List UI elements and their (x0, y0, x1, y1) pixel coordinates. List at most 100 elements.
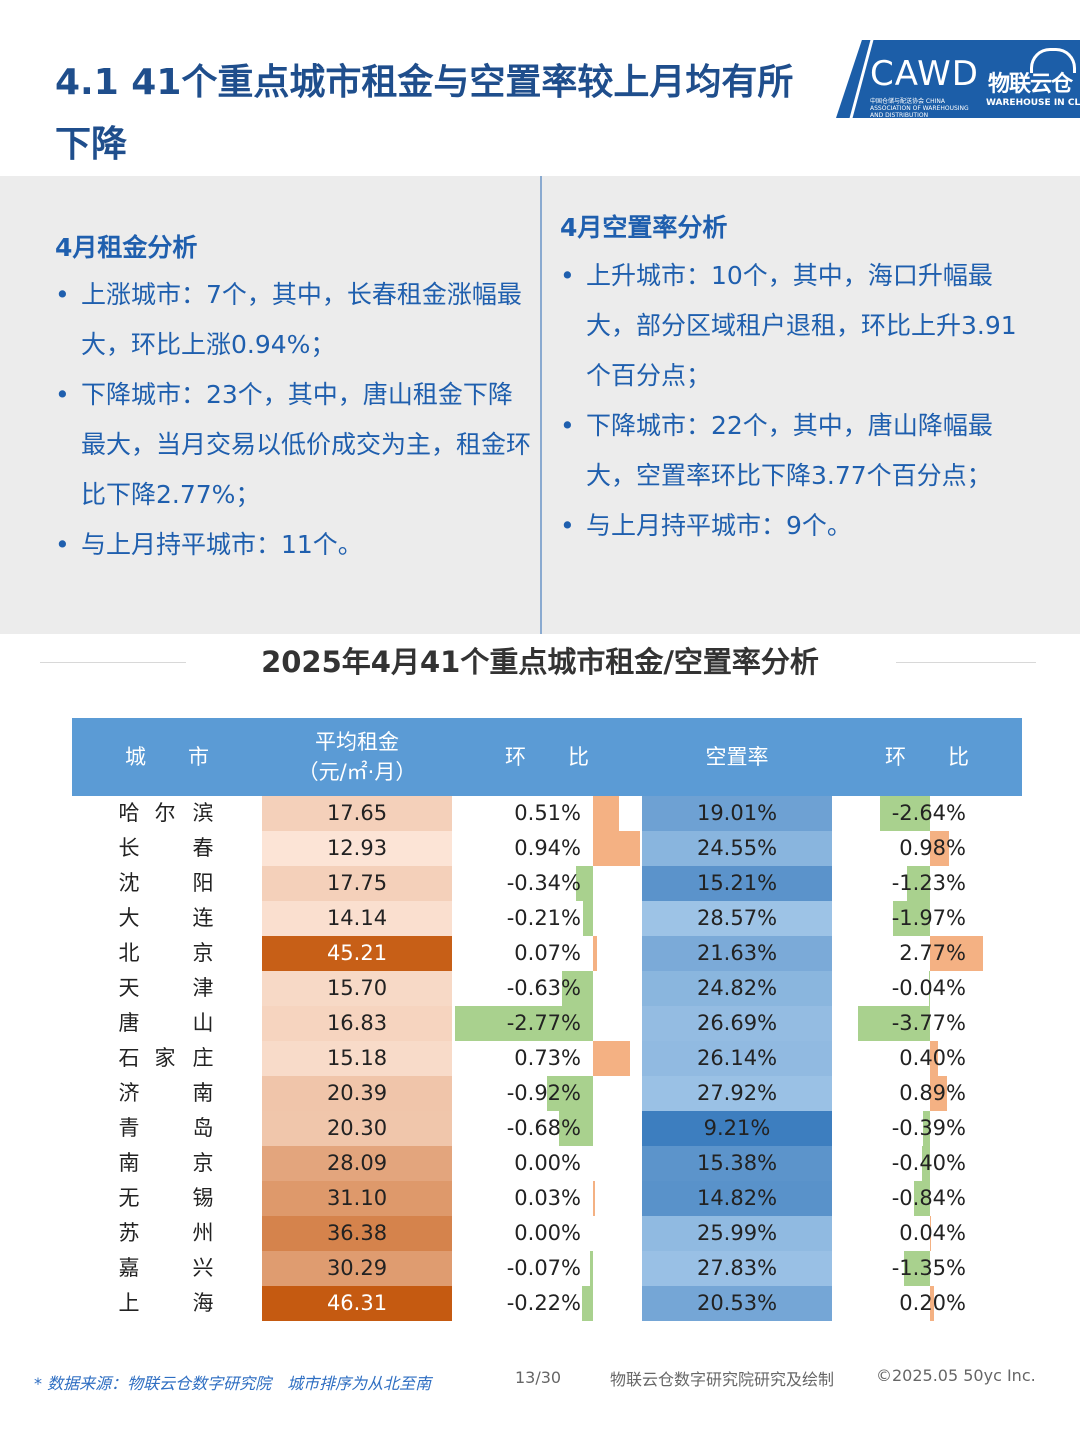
rent-cell: 28.09 (262, 1146, 452, 1181)
rent-change-value: -0.07% (506, 1256, 581, 1280)
vacancy-cell: 15.21% (642, 866, 832, 901)
city-char: 南 (192, 1081, 214, 1105)
rent-cell: 14.14 (262, 901, 452, 936)
rent-change-bar (582, 1286, 593, 1321)
table-row: 天 津 15.70 -0.63% 24.82% -0.04% (0, 971, 1080, 1006)
credit-note: 物联云仓数字研究院研究及绘制 (610, 1370, 835, 1389)
city-char: 津 (192, 976, 214, 1000)
vacancy-cell: 24.55% (642, 831, 832, 866)
rent-change-bar (559, 1111, 593, 1146)
city-char (153, 1006, 177, 1041)
city-char: 北 (118, 941, 140, 965)
vacancy-change-bar (930, 831, 949, 866)
vacancy-change-bar (906, 866, 930, 901)
city-char (153, 1111, 177, 1146)
vacancy-change-value: -0.84% (891, 1186, 966, 1210)
vacancy-bullet-fall: 下降城市：22个，其中，唐山降幅最大，空置率环比下降3.77个百分点； (560, 401, 1040, 501)
vacancy-change-value: 0.40% (899, 1046, 966, 1070)
city-char: 沈 (118, 871, 140, 895)
table-row: 北 京 45.21 0.07% 21.63% 2.77% (0, 936, 1080, 971)
rent-cell: 16.83 (262, 1006, 452, 1041)
rent-cell: 20.30 (262, 1111, 452, 1146)
city-char: 上 (118, 1291, 140, 1315)
city-char: 京 (192, 941, 214, 965)
table-row: 无 锡 31.10 0.03% 14.82% -0.84% (0, 1181, 1080, 1216)
rent-change-value: -2.77% (506, 1011, 581, 1035)
rent-change-bar (582, 901, 593, 936)
vacancy-bullet-rise: 上升城市：10个，其中，海口升幅最大，部分区域租户退租，环比上升3.91个百分点… (560, 251, 1040, 401)
vacancy-cell: 15.38% (642, 1146, 832, 1181)
vacancy-change-value: -3.77% (891, 1011, 966, 1035)
rent-change-value: 0.51% (514, 801, 581, 825)
copyright-note: ©2025.05 50yc Inc. (876, 1366, 1036, 1385)
vacancy-change-value: -0.04% (891, 976, 966, 1000)
rent-change-bar (547, 1076, 593, 1111)
city-char: 海 (192, 1291, 214, 1315)
rent-change-bar (593, 831, 640, 866)
rent-change-value: 0.07% (514, 941, 581, 965)
city-char: 石 (118, 1046, 140, 1070)
vacancy-cell: 19.01% (642, 796, 832, 831)
table-title: 2025年4月41个重点城市租金/空置率分析 (261, 645, 819, 679)
header-vacancy: 空置率 (705, 745, 769, 769)
rent-change-bar (593, 796, 619, 831)
table-row: 沈 阳 17.75 -0.34% 15.21% -1.23% (0, 866, 1080, 901)
city-char: 唐 (118, 1011, 140, 1035)
rent-analysis-heading: 4月租金分析 (55, 233, 198, 262)
rent-cell: 17.75 (262, 866, 452, 901)
city-char (153, 901, 177, 936)
table-header: 城 市 平均租金 （元/㎡·月） 环 比 空置率 环 比 (72, 718, 1022, 796)
rent-cell: 15.18 (262, 1041, 452, 1076)
city-char: 家 (154, 1046, 176, 1070)
vacancy-cell: 25.99% (642, 1216, 832, 1251)
city-char: 连 (192, 906, 214, 930)
data-source-note: * 数据来源：物联云仓数字研究院 城市排序为从北至南 (34, 1374, 432, 1393)
city-char: 苏 (118, 1221, 140, 1245)
vacancy-change-value: -0.40% (891, 1151, 966, 1175)
vacancy-change-value: 0.98% (899, 836, 966, 860)
rent-change-value: -0.22% (506, 1291, 581, 1315)
table-row: 嘉 兴 30.29 -0.07% 27.83% -1.35% (0, 1251, 1080, 1286)
city-char: 岛 (192, 1116, 214, 1140)
city-char: 大 (118, 906, 140, 930)
header-city: 城 市 (125, 745, 209, 769)
city-char: 南 (118, 1151, 140, 1175)
city-char (153, 831, 177, 866)
vacancy-change-bar (904, 1251, 930, 1286)
vacancy-change-bar (879, 796, 930, 831)
vacancy-change-bar (914, 1181, 930, 1216)
rent-change-value: 0.00% (514, 1151, 581, 1175)
rent-change-bar (454, 1006, 593, 1041)
rent-change-value: 0.94% (514, 836, 581, 860)
city-char: 阳 (192, 871, 214, 895)
rent-change-bar (593, 1181, 595, 1216)
table-row: 上 海 46.31 -0.22% 20.53% 0.20% (0, 1286, 1080, 1321)
wyc-logo-en: WAREHOUSE IN CLOUD (986, 98, 1080, 108)
header-rent-unit: （元/㎡·月） (297, 760, 417, 784)
vacancy-change-value: -1.35% (891, 1256, 966, 1280)
cawd-logo: CAWD 中国仓储与配送协会 CHINA ASSOCIATION OF WARE… (836, 40, 980, 118)
vacancy-change-bar (922, 1146, 930, 1181)
city-char (153, 1146, 177, 1181)
rent-bullet-flat: 与上月持平城市：11个。 (55, 520, 533, 570)
vacancy-analysis-heading: 4月空置率分析 (560, 213, 728, 242)
analysis-panel: 4月租金分析 上涨城市：7个，其中，长春租金涨幅最大，环比上涨0.94%； 下降… (0, 176, 1080, 634)
rent-cell: 45.21 (262, 936, 452, 971)
rent-change-bar (589, 1251, 593, 1286)
city-char: 天 (118, 976, 140, 1000)
table-row: 青 岛 20.30 -0.68% 9.21% -0.39% (0, 1111, 1080, 1146)
rent-change-bar (576, 866, 593, 901)
vacancy-bullet-flat: 与上月持平城市：9个。 (560, 501, 1040, 551)
city-char: 尔 (154, 801, 176, 825)
warehouse-in-cloud-logo: 物联云仓 WAREHOUSE IN CLOUD (980, 40, 1080, 118)
table-row: 苏 州 36.38 0.00% 25.99% 0.04% (0, 1216, 1080, 1251)
vacancy-cell: 27.83% (642, 1251, 832, 1286)
vacancy-change-bar (930, 936, 983, 971)
rent-bullet-rise: 上涨城市：7个，其中，长春租金涨幅最大，环比上涨0.94%； (55, 270, 533, 370)
city-char: 无 (118, 1186, 140, 1210)
panel-divider (540, 176, 542, 634)
vacancy-change-value: 0.89% (899, 1081, 966, 1105)
city-char (153, 1216, 177, 1251)
table-row: 长 春 12.93 0.94% 24.55% 0.98% (0, 831, 1080, 866)
city-char (153, 1286, 177, 1321)
